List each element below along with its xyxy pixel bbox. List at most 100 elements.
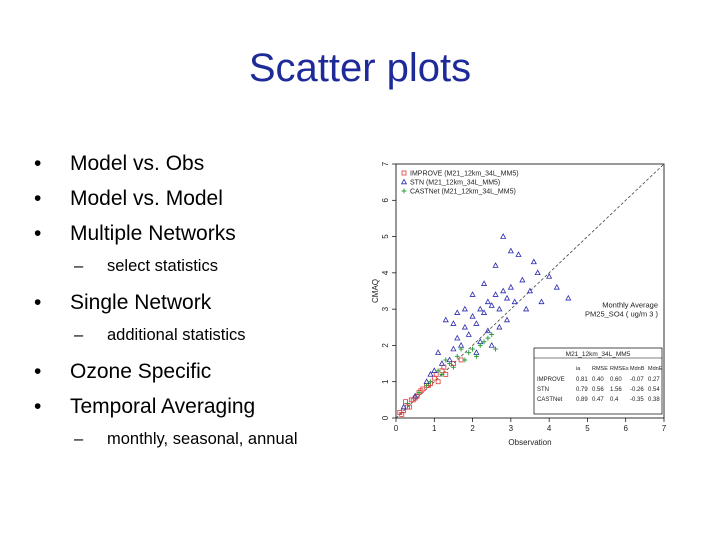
data-point-stn	[461, 305, 468, 312]
legend-label: IMPROVE (M21_12km_34L_MM5)	[410, 171, 519, 178]
data-point-stn	[473, 349, 480, 355]
data-point-stn	[465, 331, 472, 337]
stats-table-network: CASTNet	[537, 397, 563, 403]
stats-table-cell: 0.27	[648, 377, 660, 383]
data-point-stn	[469, 312, 476, 319]
data-point-stn	[538, 298, 545, 305]
stats-table-cell: 0.56	[592, 387, 604, 393]
data-point-castnet	[428, 379, 433, 385]
stats-table-network: IMPROVE	[537, 377, 565, 383]
data-point-castnet	[424, 382, 430, 388]
stats-table-cell: -0.26	[630, 387, 644, 393]
x-tick-label: 5	[585, 424, 590, 433]
data-point-stn	[534, 269, 541, 276]
bullet-item: • Multiple Networks	[34, 216, 364, 251]
stats-table-header: MdnE	[648, 366, 663, 372]
stats-table-header: RMSE	[592, 366, 608, 372]
data-point-stn	[492, 262, 499, 268]
data-point-castnet	[481, 339, 487, 345]
stats-table-cell: 0.40	[592, 377, 604, 383]
data-point-stn	[488, 302, 495, 308]
chart-annotation: PM25_SO4 ( ug/m 3 )	[585, 309, 658, 318]
data-point-castnet	[477, 343, 483, 348]
data-point-stn	[488, 341, 495, 348]
x-tick-label: 3	[509, 424, 514, 433]
data-point-stn	[507, 247, 514, 254]
data-point-stn	[511, 298, 518, 305]
stats-table-box	[533, 347, 663, 415]
data-point-castnet	[451, 364, 456, 370]
bullet-dot: •	[34, 291, 42, 314]
stats-table-cell: 0.4	[610, 397, 619, 403]
data-point-stn	[454, 334, 461, 341]
data-point-stn	[546, 273, 553, 279]
data-point-stn	[565, 294, 572, 301]
data-point-castnet	[439, 372, 445, 377]
data-point-stn	[427, 371, 434, 377]
legend-marker	[401, 188, 407, 194]
bullet-dash: –	[74, 326, 84, 344]
data-point-stn	[496, 323, 503, 330]
x-tick-label: 1	[432, 424, 437, 433]
one-to-one-line	[395, 163, 665, 419]
data-point-stn	[431, 367, 438, 374]
data-point-stn	[458, 341, 465, 348]
data-point-stn	[507, 283, 514, 290]
data-point-castnet	[493, 346, 498, 352]
data-point-stn	[503, 294, 511, 301]
x-tick-label: 0	[394, 424, 399, 433]
y-tick-label: 7	[381, 161, 390, 166]
plot-frame	[395, 163, 665, 419]
bullet-item: • Ozone Specific	[34, 354, 364, 389]
data-point-stn	[454, 309, 461, 315]
bullet-dot: •	[34, 395, 42, 418]
data-point-stn	[519, 276, 526, 283]
data-point-stn	[400, 403, 407, 410]
stats-table-cell: 0.79	[576, 387, 588, 393]
y-tick-label: 4	[381, 270, 390, 275]
sub-bullet-item: – additional statistics	[34, 320, 364, 350]
data-point-castnet	[474, 353, 479, 359]
data-point-stn	[500, 233, 507, 239]
y-tick-label: 5	[381, 234, 390, 239]
bullet-dash: –	[74, 257, 84, 275]
stats-table-cell: 0.60	[610, 377, 622, 383]
bullet-item: • Temporal Averaging	[34, 389, 364, 424]
stats-table-cell: -0.35	[630, 397, 644, 403]
data-point-improve	[443, 372, 449, 377]
data-point-stn	[523, 305, 530, 312]
stats-table-cell: 0.54	[648, 387, 660, 393]
data-point-stn	[526, 287, 534, 294]
y-tick-label: 3	[381, 306, 390, 311]
data-point-stn	[480, 309, 488, 315]
stats-table-cell: 0.38	[648, 397, 660, 403]
data-point-castnet	[454, 353, 460, 359]
bullet-dot: •	[34, 360, 42, 383]
data-point-castnet	[416, 390, 422, 395]
data-point-castnet	[405, 401, 410, 406]
data-point-stn	[496, 305, 503, 312]
bullet-dot: •	[34, 152, 42, 175]
data-point-castnet	[462, 357, 468, 363]
data-point-stn	[484, 327, 491, 334]
stats-table-cell: 0.81	[576, 377, 588, 383]
scatter-plot: 00 1 1 2 2 3 3 4 4 5 5 6 6 7 7 Observation CMAQ IMPROVE (…	[371, 161, 667, 447]
x-tick-label: 4	[547, 424, 552, 433]
data-point-improve	[458, 357, 464, 363]
legend-marker	[400, 178, 408, 185]
data-point-castnet	[458, 346, 464, 352]
data-point-improve	[407, 404, 412, 410]
data-point-stn	[492, 291, 499, 297]
data-point-stn	[450, 345, 457, 352]
stats-table-header: RMSEs	[610, 366, 629, 372]
data-point-stn	[480, 280, 488, 286]
y-axis-label: CMAQ	[371, 279, 380, 303]
data-point-stn	[477, 305, 484, 312]
data-point-stn	[473, 320, 480, 326]
data-point-castnet	[489, 332, 495, 337]
bullet-item: • Model vs. Obs	[34, 146, 364, 181]
bullet-item: • Single Network	[34, 285, 364, 320]
stats-table-cell: -0.07	[630, 377, 644, 383]
data-point-stn	[442, 316, 449, 323]
y-tick-label: 6	[381, 198, 390, 203]
